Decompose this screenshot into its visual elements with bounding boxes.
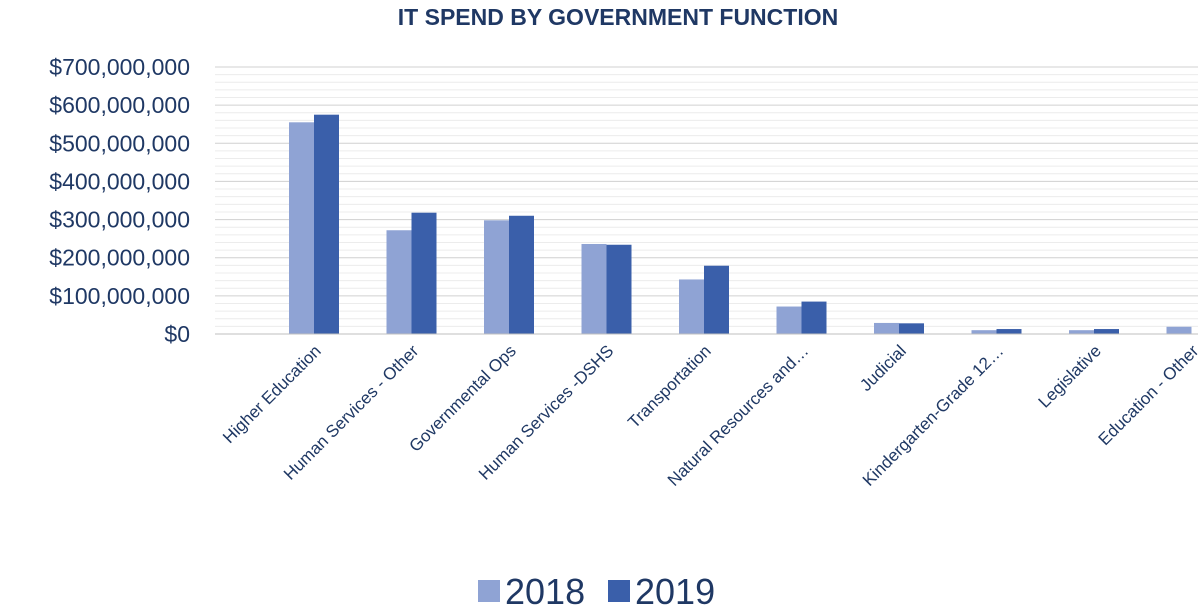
bar-2018 bbox=[581, 243, 607, 334]
y-tick-label: $500,000,000 bbox=[49, 130, 190, 156]
legend-swatch-2019 bbox=[608, 580, 630, 602]
y-tick-label: $300,000,000 bbox=[49, 207, 190, 233]
bar-2019 bbox=[411, 212, 437, 334]
gridlines bbox=[215, 66, 1198, 327]
bars bbox=[289, 114, 1192, 334]
legend-swatch-2018 bbox=[478, 580, 500, 602]
y-axis-ticks: $0 $100,000,000 $200,000,000 $300,000,000 $4… bbox=[49, 54, 190, 347]
category-label: Governmental Ops bbox=[405, 341, 519, 455]
y-tick-label: $200,000,000 bbox=[49, 245, 190, 271]
category-label: Legislative bbox=[1035, 341, 1105, 411]
bar-2019 bbox=[606, 244, 632, 334]
bar-2018 bbox=[679, 279, 704, 334]
bar-2018 bbox=[1069, 330, 1094, 334]
category-label: Higher Education bbox=[219, 341, 325, 447]
bar-2018 bbox=[776, 306, 802, 334]
bar-2019 bbox=[899, 323, 924, 334]
category-label: Education - Other bbox=[1095, 341, 1200, 449]
bar-2018 bbox=[484, 220, 509, 334]
y-tick-label: $400,000,000 bbox=[49, 168, 190, 194]
bar-2018 bbox=[874, 322, 899, 334]
chart-title: IT SPEND BY GOVERNMENT FUNCTION bbox=[397, 4, 839, 30]
bar-2019 bbox=[704, 265, 729, 334]
legend-label: 2019 bbox=[635, 571, 715, 612]
legend-label: 2018 bbox=[505, 571, 585, 612]
y-tick-label: $700,000,000 bbox=[49, 54, 190, 80]
bar-2018 bbox=[1166, 326, 1192, 334]
y-tick-label: $0 bbox=[164, 321, 190, 347]
bar-2019 bbox=[1094, 329, 1119, 334]
y-tick-label: $600,000,000 bbox=[49, 92, 190, 118]
bar-2018 bbox=[971, 330, 997, 334]
category-label: Judicial bbox=[856, 341, 910, 395]
bar-2019 bbox=[801, 301, 827, 334]
category-label: Transportation bbox=[624, 341, 714, 431]
bar-2019 bbox=[996, 329, 1022, 334]
y-tick-label: $100,000,000 bbox=[49, 283, 190, 309]
bar-2018 bbox=[386, 230, 412, 334]
legend: 2018 2019 bbox=[478, 571, 715, 612]
bar-2018 bbox=[289, 122, 314, 334]
bar-2019 bbox=[314, 114, 339, 334]
bar-2019 bbox=[509, 215, 534, 334]
